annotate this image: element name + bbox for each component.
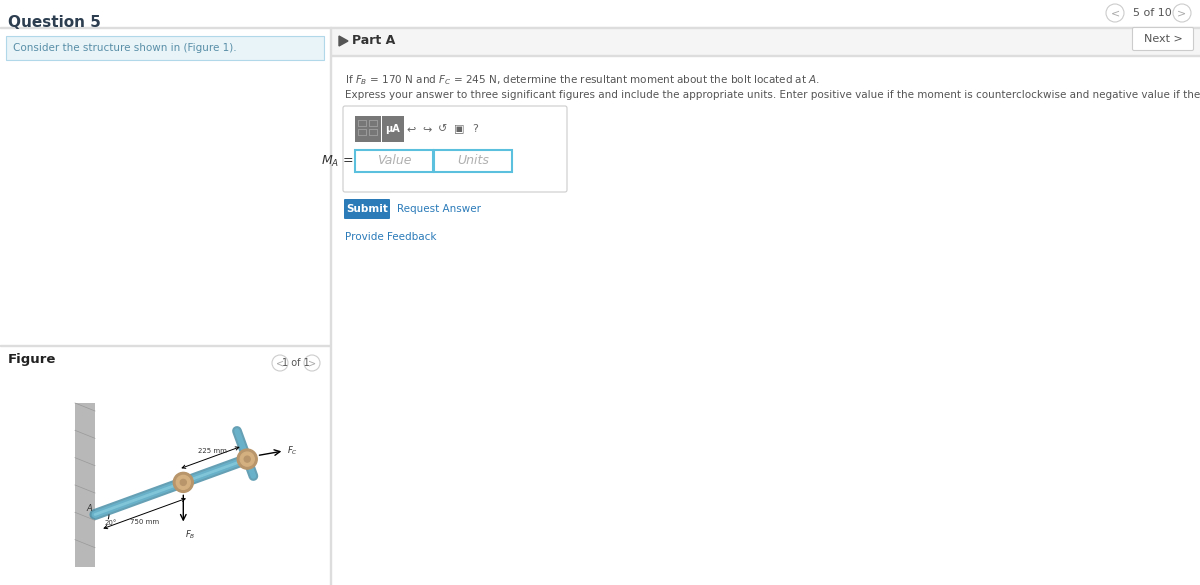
- Text: $M_A$ =: $M_A$ =: [320, 153, 353, 168]
- Polygon shape: [340, 36, 348, 46]
- Text: 5 of 10: 5 of 10: [1133, 8, 1171, 18]
- Text: 1 of 1: 1 of 1: [282, 358, 310, 368]
- Circle shape: [173, 472, 193, 493]
- Text: Figure: Figure: [8, 353, 56, 366]
- Text: Value: Value: [377, 154, 412, 167]
- Text: ↩: ↩: [407, 124, 415, 134]
- Bar: [359, 121, 366, 126]
- Circle shape: [245, 456, 251, 462]
- Text: 750 mm: 750 mm: [130, 519, 160, 525]
- Circle shape: [240, 452, 254, 466]
- Bar: [370, 121, 377, 126]
- Bar: [358, 129, 367, 136]
- Bar: [331, 27, 1200, 55]
- Text: $F_B$: $F_B$: [185, 528, 196, 541]
- Bar: [331, 55, 1200, 56]
- Circle shape: [272, 355, 288, 371]
- Bar: [370, 130, 377, 135]
- Text: Provide Feedback: Provide Feedback: [346, 232, 437, 242]
- Bar: [355, 150, 433, 172]
- Text: Submit: Submit: [346, 204, 388, 214]
- Text: $F_C$: $F_C$: [287, 445, 298, 457]
- Text: Consider the structure shown in (Figure 1).: Consider the structure shown in (Figure …: [13, 43, 236, 53]
- Text: Next >: Next >: [1144, 34, 1182, 44]
- Circle shape: [1174, 4, 1190, 22]
- Text: 20°: 20°: [106, 519, 118, 525]
- Text: A: A: [86, 504, 92, 512]
- Text: ↺: ↺: [438, 124, 448, 134]
- Bar: [355, 116, 382, 142]
- Bar: [0, 345, 330, 346]
- Text: >: >: [308, 358, 316, 368]
- Text: 225 mm: 225 mm: [198, 448, 227, 453]
- Text: Request Answer: Request Answer: [397, 204, 481, 214]
- Circle shape: [176, 476, 191, 490]
- Bar: [370, 120, 378, 127]
- Bar: [74, 403, 95, 567]
- Text: <: <: [276, 358, 284, 368]
- Circle shape: [304, 355, 320, 371]
- Bar: [382, 116, 404, 142]
- Bar: [0, 27, 1200, 28]
- Text: ↪: ↪: [422, 124, 432, 134]
- Circle shape: [238, 449, 257, 469]
- Bar: [434, 150, 512, 172]
- Bar: [358, 120, 367, 127]
- Text: Question 5: Question 5: [8, 15, 101, 30]
- Text: ?: ?: [472, 124, 478, 134]
- Text: μA: μA: [385, 124, 401, 134]
- Text: <: <: [1110, 8, 1120, 18]
- FancyBboxPatch shape: [344, 199, 390, 219]
- Text: Units: Units: [457, 154, 488, 167]
- Circle shape: [1106, 4, 1124, 22]
- Text: Express your answer to three significant figures and include the appropriate uni: Express your answer to three significant…: [346, 90, 1200, 100]
- Text: Part A: Part A: [352, 35, 395, 47]
- Text: If $F_B$ = 170 N and $F_C$ = 245 N, determine the resultant moment about the bol: If $F_B$ = 170 N and $F_C$ = 245 N, dete…: [346, 73, 820, 87]
- Text: ▣: ▣: [454, 124, 464, 134]
- Text: >: >: [1177, 8, 1187, 18]
- FancyBboxPatch shape: [1133, 27, 1194, 50]
- FancyBboxPatch shape: [343, 106, 568, 192]
- FancyBboxPatch shape: [6, 36, 324, 60]
- Bar: [370, 129, 378, 136]
- Bar: [359, 130, 366, 135]
- Circle shape: [180, 479, 186, 486]
